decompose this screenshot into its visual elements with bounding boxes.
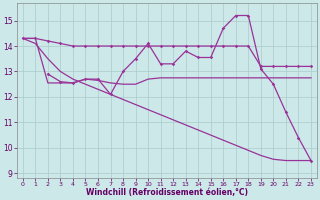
X-axis label: Windchill (Refroidissement éolien,°C): Windchill (Refroidissement éolien,°C): [86, 188, 248, 197]
